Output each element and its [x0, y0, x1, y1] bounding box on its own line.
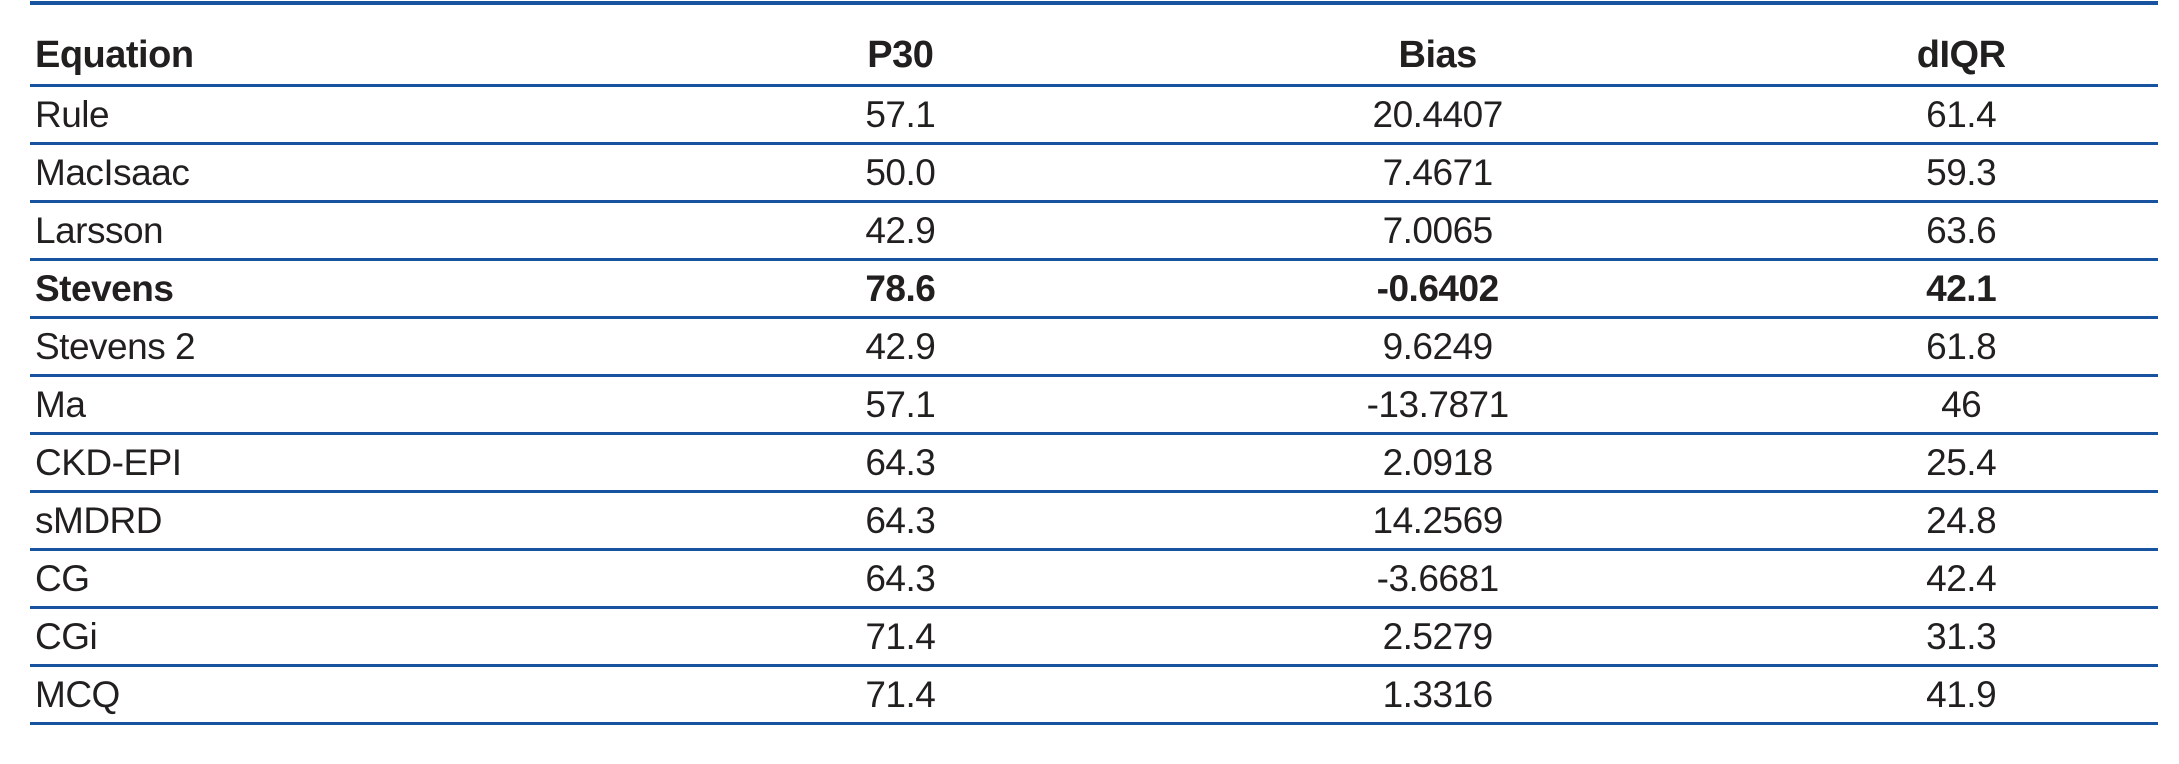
cell-p30: 64.3 — [689, 433, 1112, 493]
results-table: Equation P30 Bias dIQR Rule 57.1 20.4407… — [30, 1, 2158, 725]
cell-diqr: 42.4 — [1764, 549, 2158, 609]
cell-p30: 50.0 — [689, 143, 1112, 203]
table-row: CG 64.3 -3.6681 42.4 — [30, 549, 2158, 609]
cell-diqr: 24.8 — [1764, 491, 2158, 551]
table-row: sMDRD 64.3 14.2569 24.8 — [30, 491, 2158, 551]
header-cell-diqr: dIQR — [1764, 3, 2158, 87]
cell-equation: Larsson — [30, 201, 690, 261]
cell-bias: 1.3316 — [1111, 665, 1765, 725]
cell-diqr: 63.6 — [1764, 201, 2158, 261]
cell-equation: CKD-EPI — [30, 433, 690, 493]
cell-equation: CG — [30, 549, 690, 609]
cell-p30: 71.4 — [689, 665, 1112, 725]
header-cell-p30: P30 — [689, 3, 1112, 87]
cell-equation: Stevens 2 — [30, 317, 690, 377]
cell-bias: 7.4671 — [1111, 143, 1765, 203]
cell-diqr: 42.1 — [1764, 259, 2158, 319]
cell-bias: -13.7871 — [1111, 375, 1765, 435]
cell-bias: 20.4407 — [1111, 85, 1765, 145]
table-row: CGi 71.4 2.5279 31.3 — [30, 607, 2158, 667]
table-row: Larsson 42.9 7.0065 63.6 — [30, 201, 2158, 261]
cell-p30: 64.3 — [689, 549, 1112, 609]
table-row: Rule 57.1 20.4407 61.4 — [30, 85, 2158, 145]
cell-bias: 7.0065 — [1111, 201, 1765, 261]
cell-equation: CGi — [30, 607, 690, 667]
table-row: CKD-EPI 64.3 2.0918 25.4 — [30, 433, 2158, 493]
cell-equation: MCQ — [30, 665, 690, 725]
cell-diqr: 61.4 — [1764, 85, 2158, 145]
cell-bias: 2.5279 — [1111, 607, 1765, 667]
header-cell-bias: Bias — [1111, 3, 1765, 87]
cell-bias: 9.6249 — [1111, 317, 1765, 377]
cell-p30: 64.3 — [689, 491, 1112, 551]
cell-equation: MacIsaac — [30, 143, 690, 203]
cell-equation: Rule — [30, 85, 690, 145]
cell-diqr: 59.3 — [1764, 143, 2158, 203]
cell-bias: 2.0918 — [1111, 433, 1765, 493]
cell-p30: 57.1 — [689, 85, 1112, 145]
cell-p30: 42.9 — [689, 201, 1112, 261]
cell-diqr: 41.9 — [1764, 665, 2158, 725]
table-row: Ma 57.1 -13.7871 46 — [30, 375, 2158, 435]
table-row: MacIsaac 50.0 7.4671 59.3 — [30, 143, 2158, 203]
cell-p30: 57.1 — [689, 375, 1112, 435]
cell-bias: 14.2569 — [1111, 491, 1765, 551]
cell-equation: Stevens — [30, 259, 690, 319]
table-row: MCQ 71.4 1.3316 41.9 — [30, 665, 2158, 725]
cell-diqr: 25.4 — [1764, 433, 2158, 493]
header-cell-equation: Equation — [30, 3, 690, 87]
header-row: Equation P30 Bias dIQR — [30, 3, 2158, 87]
cell-p30: 78.6 — [689, 259, 1112, 319]
cell-equation: sMDRD — [30, 491, 690, 551]
table-row-emphasized: Stevens 78.6 -0.6402 42.1 — [30, 259, 2158, 319]
table-row: Stevens 2 42.9 9.6249 61.8 — [30, 317, 2158, 377]
cell-bias: -0.6402 — [1111, 259, 1765, 319]
cell-equation: Ma — [30, 375, 690, 435]
cell-p30: 42.9 — [689, 317, 1112, 377]
cell-p30: 71.4 — [689, 607, 1112, 667]
cell-bias: -3.6681 — [1111, 549, 1765, 609]
cell-diqr: 31.3 — [1764, 607, 2158, 667]
results-table-container: Equation P30 Bias dIQR Rule 57.1 20.4407… — [30, 1, 2158, 725]
cell-diqr: 61.8 — [1764, 317, 2158, 377]
cell-diqr: 46 — [1764, 375, 2158, 435]
